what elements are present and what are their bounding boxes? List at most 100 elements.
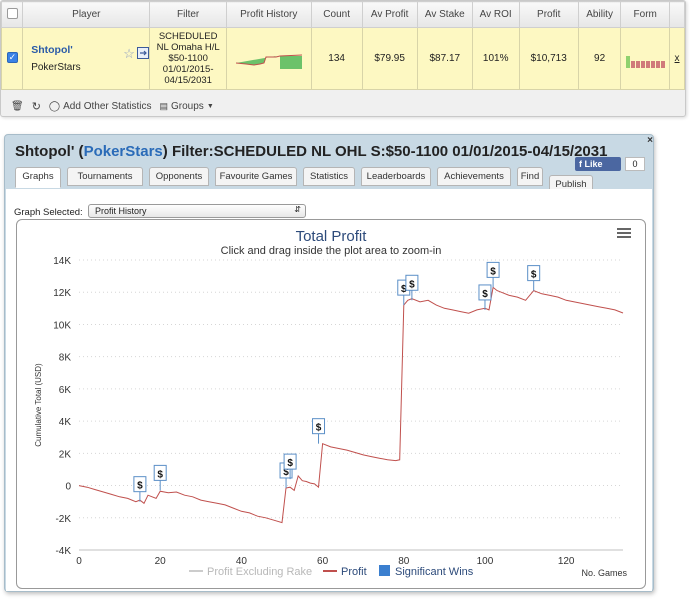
facebook-like-label: Like xyxy=(584,159,603,169)
tab-tournaments[interactable]: Tournaments xyxy=(67,167,143,186)
select-all-checkbox[interactable] xyxy=(6,7,18,19)
title-site-link[interactable]: PokerStars xyxy=(83,143,163,160)
facebook-icon: f xyxy=(579,159,585,169)
y-tick-label: 0 xyxy=(65,482,71,493)
header-count[interactable]: Count xyxy=(310,1,363,28)
form-bar xyxy=(650,61,655,68)
dollar-sign-icon: $ xyxy=(287,458,293,469)
tab-opponents[interactable]: Opponents xyxy=(149,167,209,186)
av-profit-cell: $79.95 xyxy=(361,27,418,90)
graph-type-select[interactable]: Profit History ⇵ xyxy=(88,204,306,218)
player-graph-window: Shtopol' (PokerStars) Filter:SCHEDULED N… xyxy=(4,134,654,592)
x-tick-label: 0 xyxy=(76,556,82,567)
significant-win-marker[interactable]: $ xyxy=(153,464,167,491)
significant-win-marker[interactable]: $ xyxy=(486,261,500,288)
filter-cell: SCHEDULED NL Omaha H/L $50-1100 01/01/20… xyxy=(149,27,227,90)
y-tick-label: 10K xyxy=(53,320,71,331)
x-axis-label: No. Games xyxy=(581,568,627,578)
facebook-like-button[interactable]: f Like xyxy=(575,157,621,171)
y-tick-label: 14K xyxy=(53,256,71,267)
header-av-stake[interactable]: Av Stake xyxy=(416,1,473,28)
form-bar xyxy=(645,61,650,68)
graph-select-label: Graph Selected: xyxy=(14,207,83,218)
facebook-like-count: 0 xyxy=(625,157,645,171)
remove-row-button[interactable]: x xyxy=(669,27,685,90)
significant-win-marker[interactable]: $ xyxy=(405,274,419,301)
select-all-header[interactable] xyxy=(0,1,24,28)
trash-icon[interactable]: 🗑 xyxy=(11,100,24,112)
significant-win-marker[interactable]: $ xyxy=(527,265,541,291)
player-cell: Shtopol' PokerStars ☆ xyxy=(22,27,151,90)
chart-title: Total Profit xyxy=(296,228,368,245)
profit-history-sparkline[interactable] xyxy=(235,49,302,69)
header-form[interactable]: Form xyxy=(620,1,671,28)
count-cell: 134 xyxy=(310,27,363,90)
player-name-link[interactable]: Shtopol' xyxy=(31,44,73,56)
form-bar xyxy=(630,61,635,68)
header-player[interactable]: Player xyxy=(22,1,151,28)
legend-label-significant-wins: Significant Wins xyxy=(395,566,474,578)
chart-menu-icon[interactable] xyxy=(617,228,631,230)
y-tick-label: -2K xyxy=(55,514,71,525)
tab-achievements[interactable]: Achievements xyxy=(437,167,511,186)
significant-win-marker[interactable]: $ xyxy=(283,453,297,480)
tab-favourite-games[interactable]: Favourite Games xyxy=(215,167,297,186)
ability-cell: 92 xyxy=(577,27,622,90)
filter-line: $50-1100 xyxy=(168,53,208,64)
significant-win-marker[interactable]: $ xyxy=(312,418,326,444)
chart-menu-icon[interactable] xyxy=(617,232,631,234)
header-filter[interactable]: Filter xyxy=(149,1,227,28)
header-av-profit[interactable]: Av Profit xyxy=(361,1,418,28)
window-title: Shtopol' (PokerStars) Filter:SCHEDULED N… xyxy=(15,143,607,160)
dollar-sign-icon: $ xyxy=(531,270,537,281)
marker-box xyxy=(153,464,167,481)
filter-line: NL Omaha H/L xyxy=(156,42,220,53)
tab-statistics[interactable]: Statistics xyxy=(303,167,355,186)
header-profit-history[interactable]: Profit History xyxy=(225,1,312,28)
export-icon[interactable] xyxy=(137,47,150,59)
form-bar xyxy=(635,61,640,68)
x-tick-label: 120 xyxy=(558,556,575,567)
header-ability[interactable]: Ability xyxy=(577,1,622,28)
significant-win-marker[interactable]: $ xyxy=(478,284,492,310)
header-remove xyxy=(669,1,685,28)
profit-history-sparkline-cell[interactable] xyxy=(225,27,312,90)
y-tick-label: 8K xyxy=(59,353,72,364)
form-bar xyxy=(655,61,660,68)
player-stats-table: Player Filter Profit History Count Av Pr… xyxy=(0,1,685,90)
significant-win-marker[interactable]: $ xyxy=(133,476,147,502)
profit-line xyxy=(78,286,624,524)
add-other-statistics-button[interactable]: ◯ Add Other Statistics xyxy=(49,101,152,112)
form-bar xyxy=(640,61,645,68)
dollar-sign-icon: $ xyxy=(409,279,415,290)
dollar-sign-icon: $ xyxy=(283,467,289,478)
groups-menu-button[interactable]: ▤ Groups ▼ xyxy=(160,101,214,112)
y-axis-label: Cumulative Total (USD) xyxy=(34,363,43,447)
groups-label: Groups xyxy=(171,100,204,112)
header-profit[interactable]: Profit xyxy=(518,1,579,28)
dollar-sign-icon: $ xyxy=(401,284,407,295)
refresh-icon[interactable]: ↻ xyxy=(31,100,41,113)
x-tick-label: 20 xyxy=(155,556,167,567)
x-tick-label: 60 xyxy=(317,556,329,567)
filter-line: 01/01/2015- xyxy=(162,64,214,75)
marker-box xyxy=(486,261,500,278)
favourite-star-icon[interactable]: ☆ xyxy=(123,46,135,61)
row-select-cell[interactable] xyxy=(0,27,24,90)
table-header-row: Player Filter Profit History Count Av Pr… xyxy=(0,1,685,28)
dollar-sign-icon: $ xyxy=(490,266,496,277)
chart-menu-icon[interactable] xyxy=(617,236,631,238)
form-bars xyxy=(625,46,665,68)
tab-leaderboards[interactable]: Leaderboards xyxy=(361,167,431,186)
add-other-statistics-label: Add Other Statistics xyxy=(63,100,152,112)
row-checkbox[interactable] xyxy=(6,51,18,63)
tab-find[interactable]: Find xyxy=(517,167,543,186)
tab-graphs[interactable]: Graphs xyxy=(15,167,61,188)
close-window-button[interactable]: × xyxy=(647,135,653,146)
title-suffix: ) Filter:SCHEDULED NL OHL S:$50-1100 01/… xyxy=(162,143,608,160)
profit-chart-container[interactable]: Total Profit Click and drag inside the pl… xyxy=(16,219,646,589)
profit-cell: $10,713 xyxy=(518,27,579,90)
marker-box xyxy=(312,418,326,435)
header-av-roi[interactable]: Av ROI xyxy=(471,1,520,28)
